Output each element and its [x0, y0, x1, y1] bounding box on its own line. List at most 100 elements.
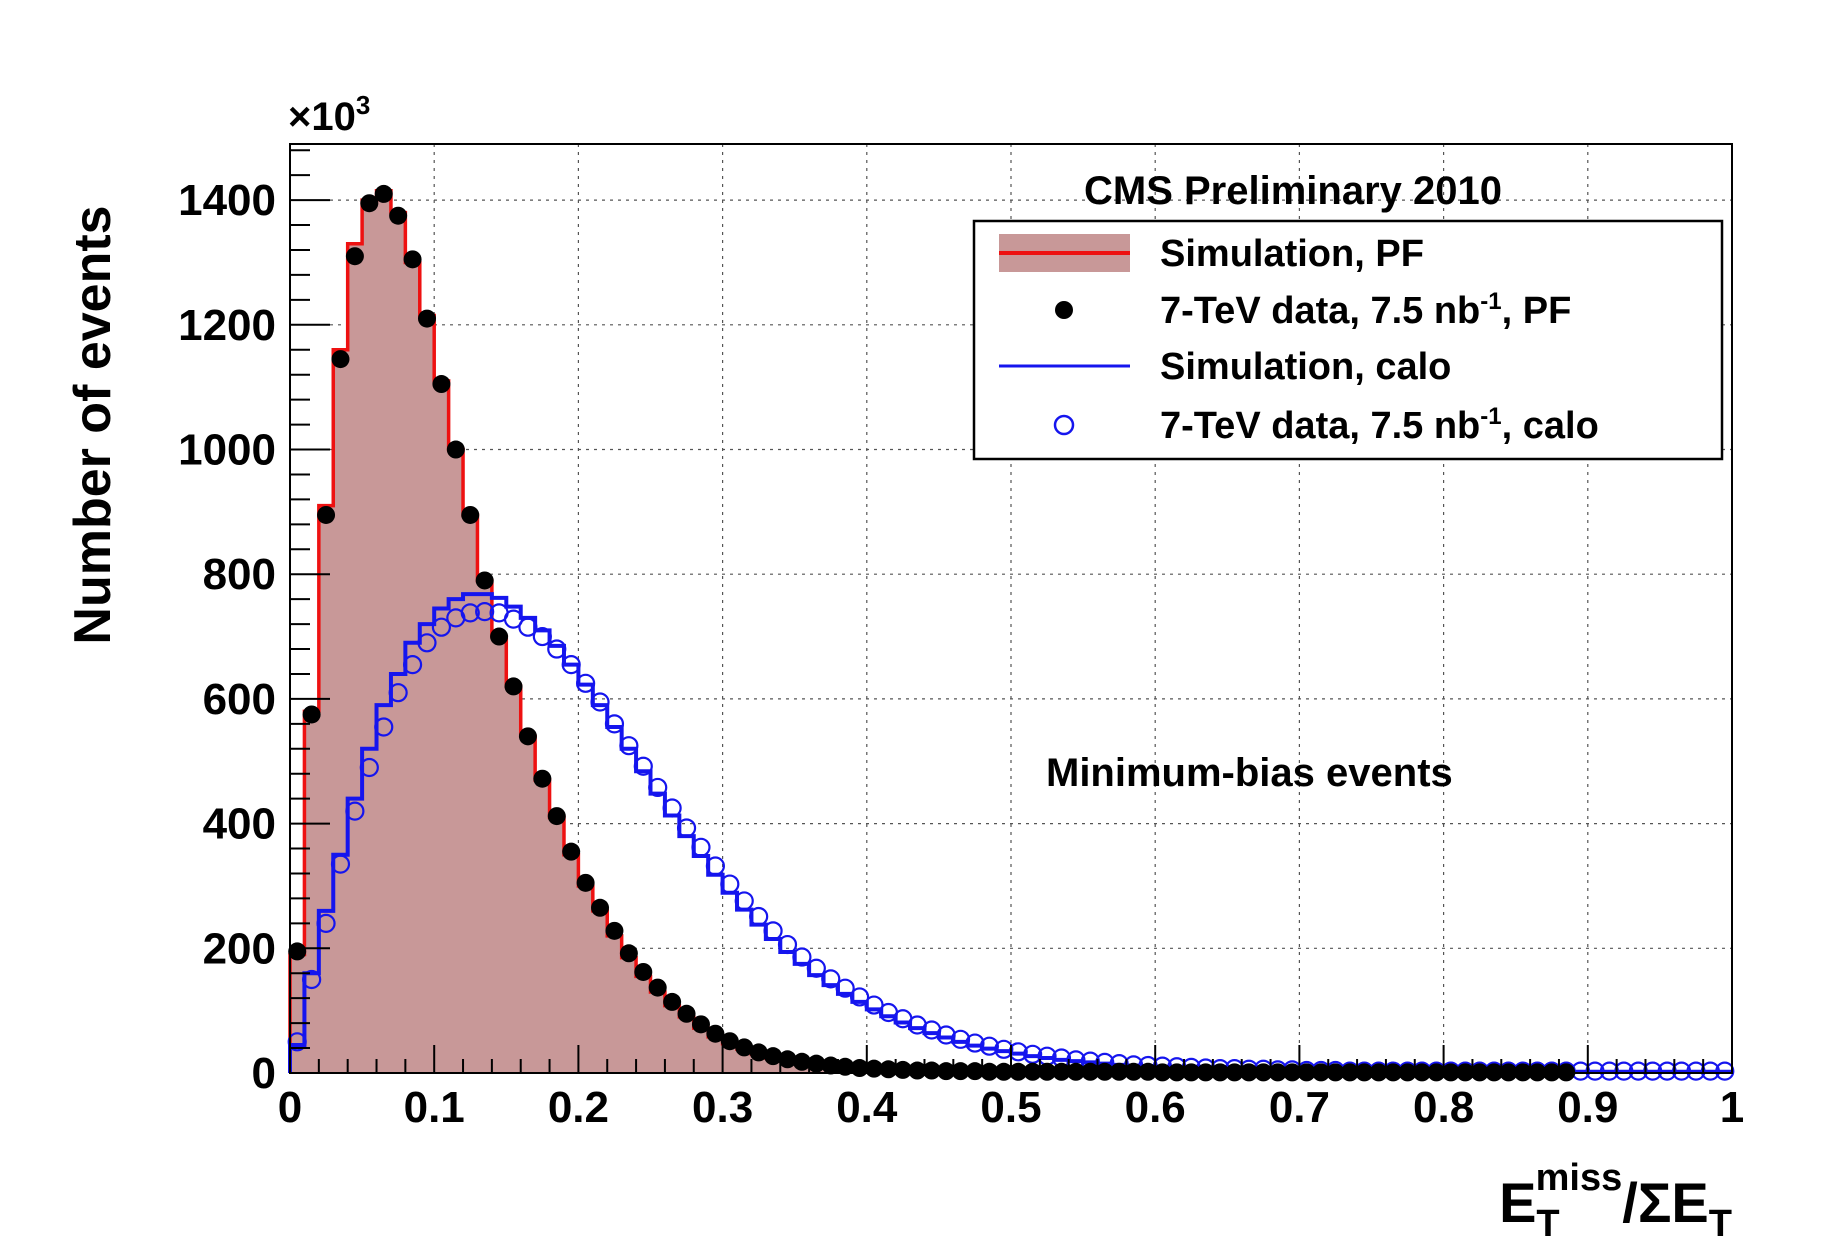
data-pf-point: [720, 1032, 739, 1051]
data-pf-point: [331, 350, 350, 369]
y-tick-label: 1400: [178, 176, 276, 225]
data-calo-point: [475, 602, 495, 622]
data-pf-point: [778, 1050, 797, 1069]
data-calo-point: [302, 969, 322, 990]
data-calo-point: [1585, 1061, 1605, 1081]
data-pf-point: [446, 440, 465, 459]
data-pf-point: [634, 962, 653, 981]
data-calo-point: [835, 978, 855, 998]
data-calo-point: [1643, 1061, 1663, 1081]
y-axis-label: Number of events: [64, 205, 122, 644]
data-pf-point: [980, 1062, 999, 1081]
x-tick-label: 0.8: [1413, 1083, 1474, 1132]
data-calo-point: [359, 757, 379, 778]
data-calo-point: [576, 673, 596, 693]
data-calo-point: [417, 633, 437, 653]
x-axis-label: ETmiss/ΣET: [1499, 1157, 1732, 1245]
data-calo-point: [806, 958, 826, 978]
legend-label-data-pf-sup: -1: [1480, 288, 1501, 315]
data-calo-point: [749, 906, 769, 927]
data-pf-point: [619, 944, 638, 963]
data-pf-point: [490, 627, 509, 646]
cms-preliminary-label: CMS Preliminary 2010: [1084, 169, 1502, 213]
data-pf-point: [1138, 1062, 1157, 1081]
data-pf-point: [1038, 1062, 1057, 1081]
x-tick-label: 0.1: [404, 1083, 465, 1132]
x-tick-label: 0.3: [692, 1083, 753, 1132]
data-calo-point: [503, 609, 524, 629]
data-calo-point: [330, 854, 351, 874]
data-calo-point: [518, 617, 538, 637]
data-calo-point: [1671, 1061, 1692, 1081]
data-pf-point: [562, 842, 581, 861]
x-tick-label: 0: [278, 1083, 302, 1132]
data-pf-point: [922, 1061, 941, 1080]
data-calo-point: [734, 891, 754, 911]
data-pf-point: [1052, 1062, 1071, 1081]
y-multiplier-exponent: 3: [356, 90, 370, 120]
data-calo-point: [431, 617, 452, 637]
data-calo-point: [1715, 1061, 1735, 1081]
data-pf-point: [1095, 1062, 1114, 1081]
data-calo-point: [532, 626, 552, 647]
data-pf-point: [605, 921, 624, 940]
y-tick-label: 0: [252, 1049, 276, 1098]
data-calo-point: [619, 736, 639, 756]
legend-label-sim-pf: Simulation, PF: [1160, 233, 1424, 275]
data-calo-point: [648, 777, 668, 798]
x-label-sub2: T: [1709, 1203, 1732, 1245]
data-calo-point: [662, 798, 682, 818]
data-pf-point: [461, 505, 480, 524]
data-pf-point: [475, 571, 494, 590]
legend-label-sim-calo: Simulation, calo: [1160, 346, 1451, 388]
data-calo-point: [561, 655, 581, 675]
data-calo-point: [691, 837, 711, 857]
data-calo-point: [994, 1039, 1014, 1059]
series-layer: [287, 184, 1735, 1082]
legend-label-data-calo-sup: -1: [1480, 403, 1501, 430]
data-pf-point: [1066, 1062, 1085, 1081]
x-label-sub: T: [1536, 1203, 1559, 1245]
data-calo-point: [950, 1029, 971, 1049]
data-calo-point: [979, 1036, 999, 1056]
data-calo-point: [287, 1032, 307, 1052]
data-calo-point: [965, 1033, 985, 1053]
data-pf-point: [994, 1062, 1013, 1081]
data-pf-point: [504, 677, 523, 696]
x-tick-label: 0.9: [1557, 1083, 1618, 1132]
data-calo-point: [705, 856, 725, 876]
data-calo-point: [374, 717, 394, 737]
data-calo-point: [821, 969, 841, 989]
data-pf-point: [937, 1062, 956, 1081]
data-calo-point: [633, 756, 653, 776]
y-tick-label: 800: [203, 550, 276, 599]
y-tick-label: 1000: [178, 426, 276, 475]
y-tick-label: 200: [203, 924, 276, 973]
data-calo-point: [720, 874, 740, 894]
data-calo-point: [676, 818, 697, 838]
data-pf-point: [432, 375, 451, 394]
data-pf-point: [1081, 1062, 1100, 1081]
data-pf-point: [317, 505, 336, 524]
minimum-bias-label: Minimum-bias events: [1046, 751, 1453, 795]
data-pf-point: [389, 206, 408, 225]
data-pf-point: [360, 194, 379, 213]
data-pf-point: [764, 1047, 783, 1066]
data-pf-point: [807, 1054, 826, 1073]
axis-ticks: [289, 149, 1733, 1074]
data-pf-point: [518, 727, 537, 746]
data-calo-point: [1599, 1061, 1620, 1081]
data-pf-point: [836, 1057, 855, 1076]
data-calo-point: [849, 987, 870, 1007]
legend-label-data-calo-a: 7-TeV data, 7.5 nb: [1160, 405, 1480, 447]
data-calo-point: [1628, 1061, 1648, 1081]
data-calo-point: [763, 921, 783, 941]
data-calo-point: [547, 639, 567, 659]
data-calo-point: [936, 1025, 956, 1045]
data-calo-point: [402, 655, 423, 675]
data-pf-point: [288, 942, 307, 961]
data-calo-point: [777, 934, 798, 955]
data-calo-point: [1700, 1061, 1720, 1081]
data-pf-point: [706, 1024, 725, 1043]
